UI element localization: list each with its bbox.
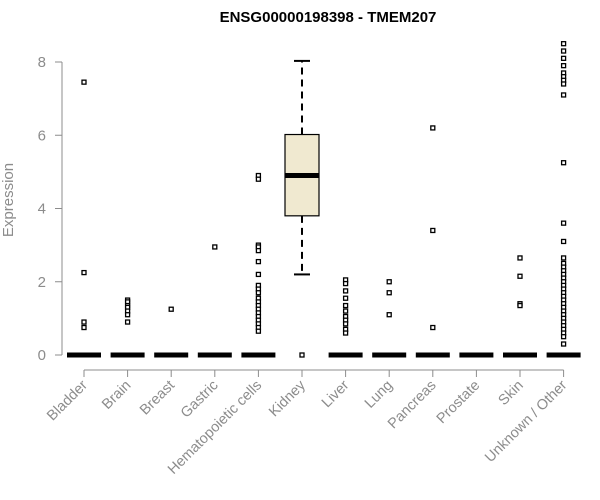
x-category-label: Lung <box>362 378 396 412</box>
outlier-point <box>560 334 567 340</box>
outlier-point <box>255 328 262 334</box>
x-category-label: Brain <box>99 378 134 413</box>
outlier-point <box>81 79 87 85</box>
x-category-label: Unknown / Other <box>482 377 570 465</box>
y-tick-label: 8 <box>38 54 46 71</box>
box-group <box>154 306 189 358</box>
box-group <box>241 172 276 358</box>
outlier-point <box>560 48 567 54</box>
outlier-point <box>342 288 349 294</box>
x-category-label: Breast <box>137 378 178 419</box>
box-group <box>415 125 450 358</box>
y-axis-label: Expression <box>0 163 17 237</box>
x-category-label: Bladder <box>44 377 91 424</box>
outlier-point <box>342 330 349 336</box>
outlier-point <box>430 324 436 331</box>
outlier-point <box>560 238 567 245</box>
outlier-point <box>255 247 262 254</box>
outlier-point <box>212 244 218 250</box>
outlier-point <box>430 227 436 234</box>
x-category-label: Kidney <box>266 377 309 420</box>
outlier-point <box>342 295 349 301</box>
outlier-point <box>124 312 131 318</box>
outlier-point <box>81 324 87 331</box>
outlier-point <box>560 160 567 166</box>
outlier-point <box>255 176 262 182</box>
outlier-point <box>517 273 523 279</box>
outlier-point <box>299 352 305 358</box>
boxes-layer <box>67 41 581 358</box>
outlier-point <box>560 255 567 261</box>
outlier-point <box>560 41 567 47</box>
x-category-label: Liver <box>319 377 353 411</box>
outlier-point <box>560 92 567 98</box>
chart-title: ENSG00000198398 - TMEM207 <box>220 9 437 26</box>
outlier-point <box>342 308 349 314</box>
outlier-point <box>560 81 567 87</box>
y-axis: 0 2 4 6 8 <box>38 54 63 364</box>
y-tick-label: 6 <box>38 127 46 144</box>
box-group <box>546 41 581 358</box>
outlier-point <box>255 290 262 296</box>
box-group <box>503 255 537 358</box>
box-group <box>197 244 232 358</box>
outlier-point <box>255 271 262 278</box>
y-tick-label: 0 <box>38 347 46 364</box>
outlier-point <box>168 306 174 312</box>
x-category-label: Skin <box>496 378 527 409</box>
outlier-point <box>81 269 87 276</box>
x-category-label: Prostate <box>434 378 483 427</box>
box-group <box>67 79 101 358</box>
outlier-point <box>386 279 392 285</box>
outlier-point <box>124 319 131 325</box>
outlier-point <box>560 220 567 226</box>
y-tick-label: 2 <box>38 274 46 291</box>
outlier-point <box>81 319 87 325</box>
outlier-point <box>430 125 436 131</box>
box-group <box>328 277 363 358</box>
outlier-point <box>342 302 349 309</box>
outlier-point <box>560 55 567 61</box>
box-group <box>110 297 145 358</box>
outlier-point <box>386 312 392 318</box>
x-category-label: Gastric <box>178 378 222 422</box>
outlier-point <box>560 63 567 69</box>
box-group <box>372 279 407 358</box>
outlier-point <box>517 302 523 309</box>
outlier-point <box>517 255 523 261</box>
outlier-point <box>386 290 392 296</box>
outlier-point <box>342 321 349 327</box>
outlier-point <box>560 341 567 347</box>
outlier-point <box>255 258 262 265</box>
y-tick-label: 4 <box>38 201 46 218</box>
box-group <box>284 59 320 358</box>
x-category-label: Pancreas <box>385 378 440 433</box>
outlier-point <box>342 280 349 287</box>
